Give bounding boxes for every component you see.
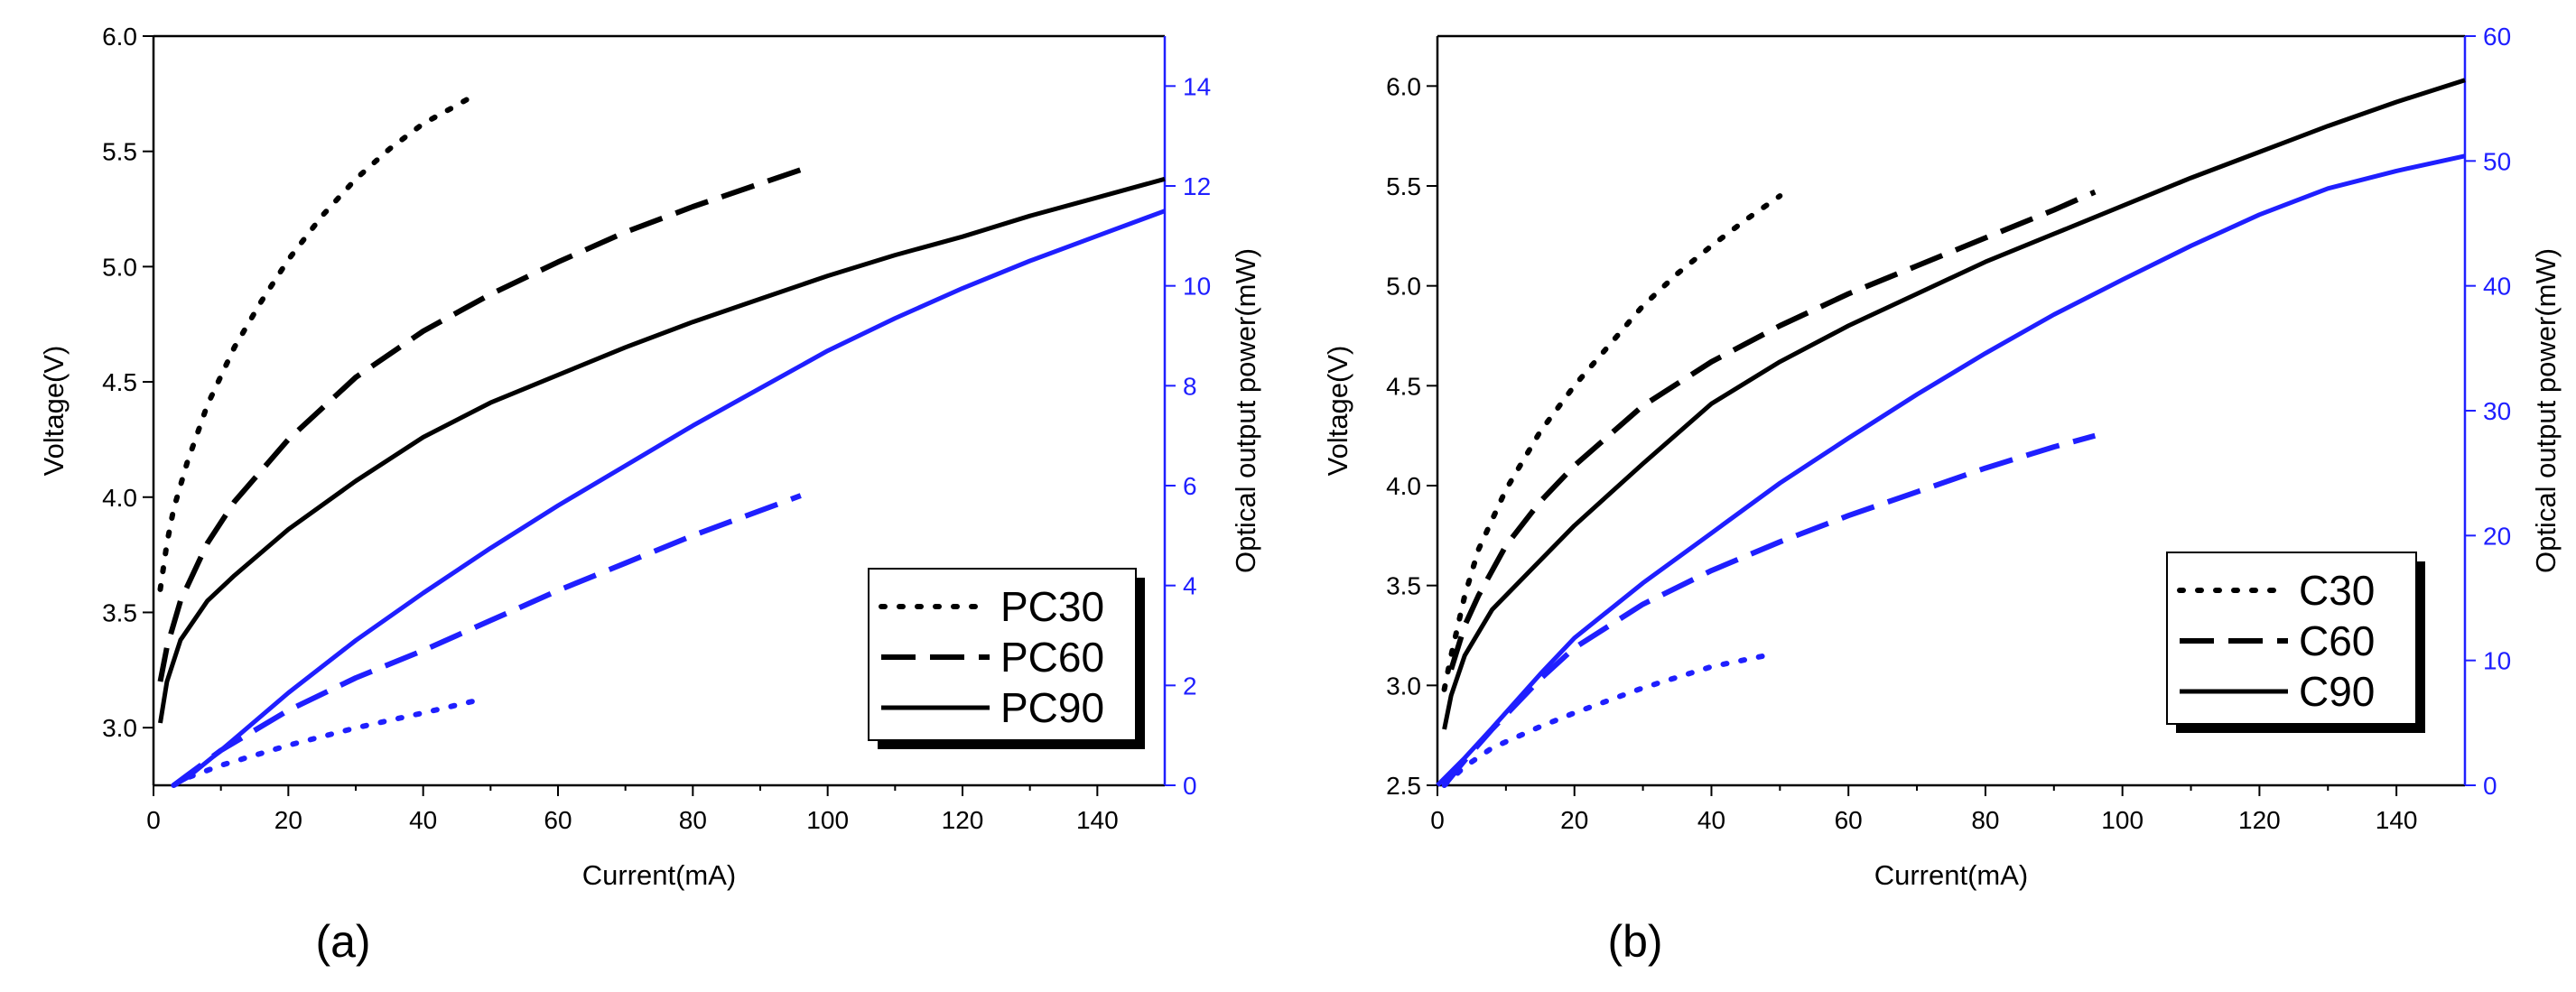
legend-label-pc90: PC90 (1000, 684, 1104, 731)
y-tick-label: 3.5 (102, 598, 137, 626)
y2-axis-title: Optical output power(mW) (1230, 248, 1261, 573)
y-tick-label: 3.0 (1386, 672, 1421, 700)
x-tick-label: 100 (2101, 806, 2144, 834)
chart-panel-b: 0 20 40 60 80 100 120 1402.53.03.54.04.55.05.56… (1322, 23, 2562, 967)
series-line-pc90-power (172, 209, 1166, 788)
series-line-pc90 (158, 176, 1166, 724)
y-tick-label: 4.0 (1386, 472, 1421, 500)
x-tick-label: 20 (274, 806, 302, 834)
x-tick-label: 100 (806, 806, 849, 834)
x-tick-label: 0 (1430, 806, 1445, 834)
x-axis-title: Current(mA) (1874, 859, 2029, 891)
series-line-c60 (1448, 189, 2097, 671)
y2-tick-label: 40 (2483, 273, 2511, 301)
y-tick-label: 4.5 (1386, 372, 1421, 400)
chart-panel-a: 0 20 40 60 80 100 120 140 3.0 3.5 4.0 4.5 5.0 5.5 6.0 0… (38, 23, 1261, 967)
y2-tick-label: 12 (1183, 172, 1211, 200)
y2-tick-label: 10 (1183, 273, 1211, 301)
x-tick-label: 20 (1560, 806, 1588, 834)
y2-tick-label: 2 (1183, 672, 1197, 700)
x-tick-label: 80 (679, 806, 707, 834)
series-line-c30 (1441, 193, 1783, 692)
y2-tick-label: 10 (2483, 647, 2511, 675)
x-tick-label: 80 (1971, 806, 1999, 834)
y2-tick-label: 60 (2483, 23, 2511, 51)
y2-tick-label: 6 (1183, 472, 1197, 500)
series-line-pc60 (157, 167, 802, 682)
series-line-c90-power (1436, 153, 2466, 787)
series-line-pc60-power (172, 493, 802, 788)
y-tick-label: 6.0 (102, 23, 137, 51)
y2-tick-label: 50 (2483, 147, 2511, 175)
y-tick-label: 6.0 (1386, 72, 1421, 100)
legend-label-c60: C60 (2299, 617, 2375, 664)
y-tick-label: 5.0 (1386, 273, 1421, 301)
y2-tick-label: 14 (1183, 72, 1211, 100)
x-tick-label: 140 (1076, 806, 1119, 834)
x-tick-label: 120 (2238, 806, 2281, 834)
panel-label: (a) (315, 916, 370, 967)
y-tick-label: 5.5 (102, 138, 137, 166)
x-tick-label: 40 (409, 806, 437, 834)
x-tick-label: 60 (1835, 806, 1863, 834)
y-tick-label: 5.5 (1386, 172, 1421, 200)
y-tick-label: 2.5 (1386, 772, 1421, 800)
y-axis-title: Voltage(V) (1322, 346, 1353, 477)
series-line-pc30 (157, 90, 480, 592)
x-tick-label: 140 (2376, 806, 2418, 834)
y-tick-label: 4.5 (102, 368, 137, 396)
y-tick-label: 3.5 (1386, 572, 1421, 600)
legend-label-pc60: PC60 (1000, 634, 1104, 681)
x-tick-label: 0 (146, 806, 161, 834)
x-tick-label: 40 (1697, 806, 1725, 834)
series-line-pc30-power (171, 697, 480, 788)
y2-tick-label: 20 (2483, 522, 2511, 550)
legend-label-c30: C30 (2299, 567, 2375, 614)
x-axis-title: Current(mA) (582, 859, 737, 891)
y2-tick-label: 30 (2483, 397, 2511, 425)
y2-axis-title: Optical output power(mW) (2530, 248, 2562, 573)
x-tick-label: 60 (544, 806, 572, 834)
y-tick-label: 4.0 (102, 484, 137, 512)
y2-tick-label: 0 (1183, 772, 1197, 800)
y2-tick-label: 8 (1183, 372, 1197, 400)
panel-label: (b) (1607, 916, 1662, 967)
legend-label-c90: C90 (2299, 668, 2375, 715)
legend-label-pc30: PC30 (1000, 583, 1104, 630)
x-tick-label: 120 (942, 806, 984, 834)
y2-tick-label: 0 (2483, 772, 2497, 800)
y-tick-label: 5.0 (102, 253, 137, 281)
y-tick-label: 3.0 (102, 714, 137, 742)
y2-tick-label: 4 (1183, 572, 1197, 600)
y-axis-title: Voltage(V) (38, 346, 70, 477)
series-line-c90 (1442, 78, 2466, 730)
series-line-c30-power (1441, 653, 1770, 788)
